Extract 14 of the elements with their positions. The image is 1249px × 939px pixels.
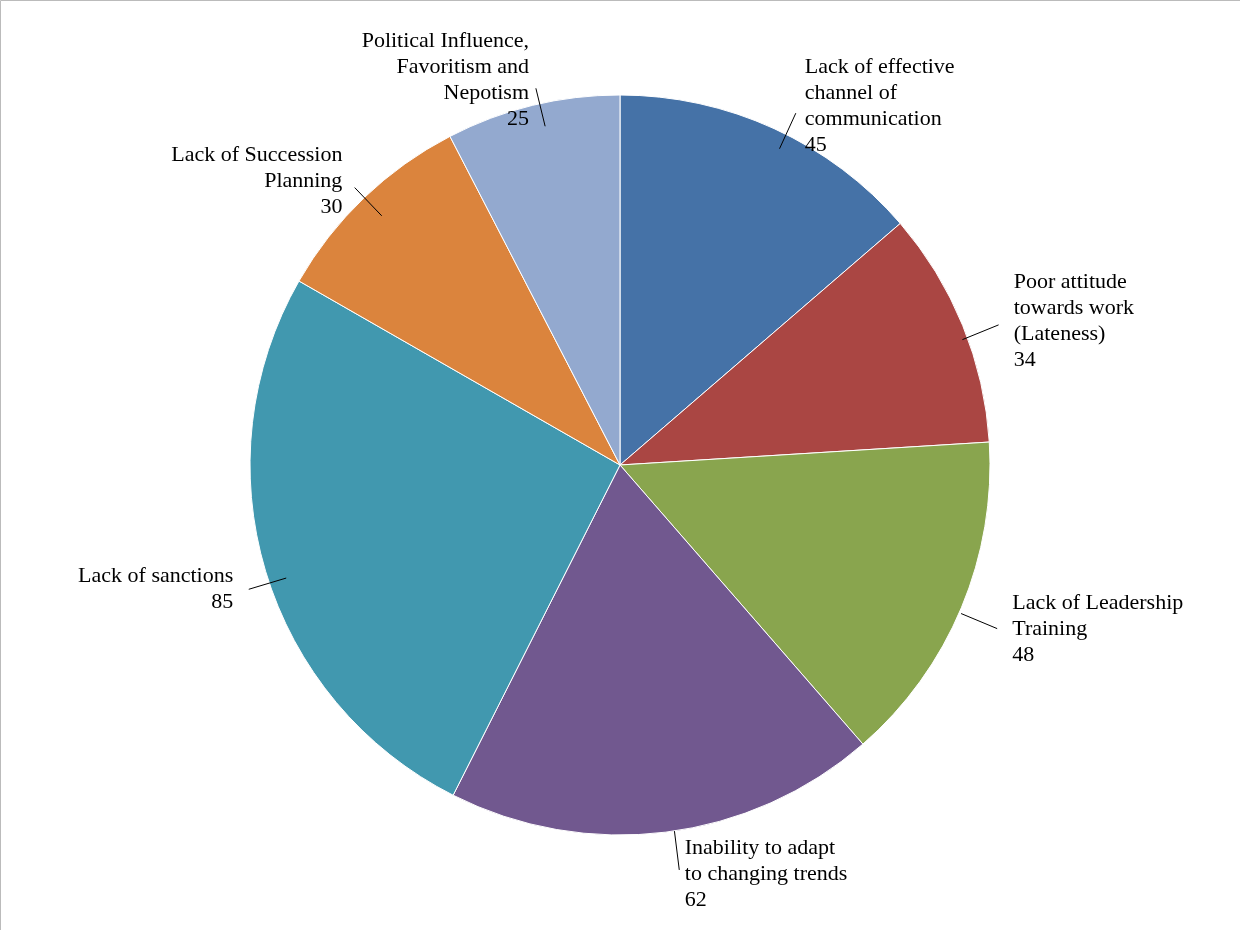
data-label: 45 (804, 130, 827, 156)
slice-label: Lack of sanctions (78, 562, 234, 588)
slice-label: Inability to adapt to changing trends (684, 833, 848, 885)
data-label: 25 (507, 105, 530, 131)
data-label: 85 (211, 588, 234, 614)
slice-label: Lack of effective channel of communication (804, 52, 955, 130)
slice-label: Political Influence, Favoritism and Nepotism (361, 27, 530, 105)
data-label: 30 (320, 193, 343, 219)
slice-label: Lack of Leadership Training (1012, 588, 1184, 640)
data-label: 62 (684, 885, 707, 911)
slice-label: Poor attitude towards work (Lateness) (1013, 267, 1135, 345)
slice-label: Lack of Succession Planning (171, 141, 343, 193)
data-label: 48 (1012, 640, 1035, 666)
data-label: 34 (1013, 345, 1036, 371)
